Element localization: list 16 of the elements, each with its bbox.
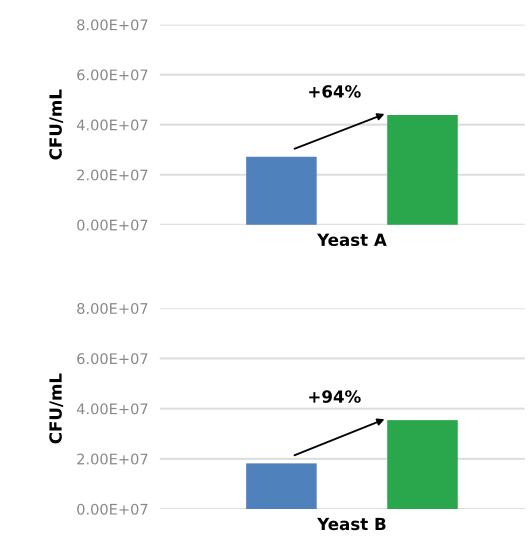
y-tick-label: 6.00E+07 xyxy=(77,353,148,364)
annotation: +94% xyxy=(309,390,361,403)
y-tick-label: 6.00E+07 xyxy=(77,69,148,80)
y-tick-label: 8.00E+07 xyxy=(77,302,148,314)
y-axis-title: CFU/mL xyxy=(49,90,64,160)
y-tick-label: 4.00E+07 xyxy=(76,403,148,414)
x-tick-label: Yeast A xyxy=(316,234,387,246)
y-tick-label: 0.00E+07 xyxy=(77,220,148,231)
y-tick-label: 4.00E+07 xyxy=(76,119,148,130)
annotation: +64% xyxy=(309,85,361,98)
y-tick-label: 0.00E+07 xyxy=(77,504,148,515)
y-tick-label: 8.00E+07 xyxy=(77,19,148,30)
x-tick-label: Yeast B xyxy=(317,518,386,530)
y-tick-label: 2.00E+07 xyxy=(77,169,148,181)
y-tick-label: 2.00E+07 xyxy=(77,454,148,465)
y-axis-title: CFU/mL xyxy=(49,373,64,444)
